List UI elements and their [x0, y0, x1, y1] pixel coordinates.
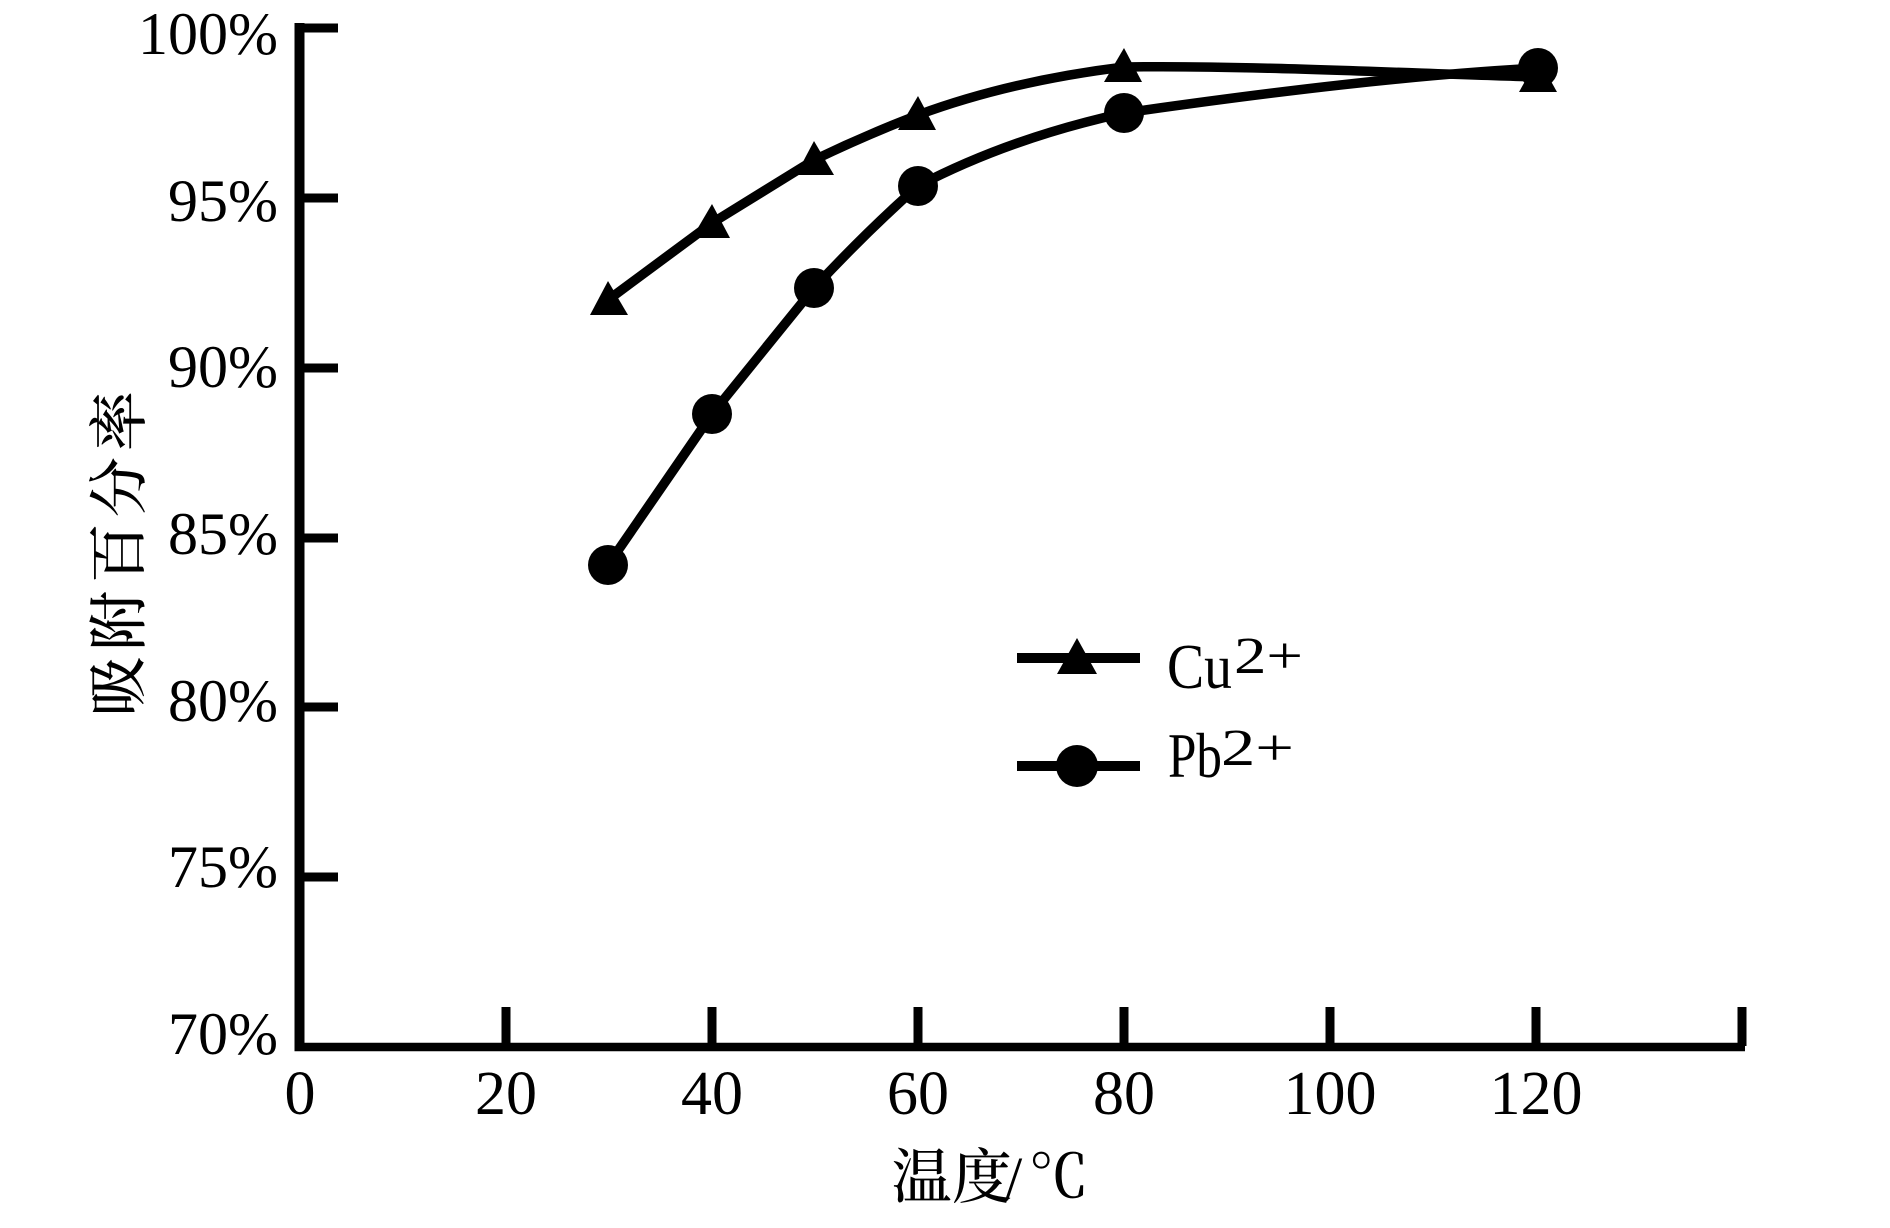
svg-text:75%: 75%	[168, 834, 278, 900]
svg-text:80: 80	[1093, 1060, 1155, 1128]
svg-text:2+: 2+	[1234, 628, 1303, 685]
svg-text:/: /	[1005, 1146, 1023, 1214]
svg-text:100: 100	[1284, 1060, 1377, 1128]
svg-text:60: 60	[887, 1060, 949, 1128]
svg-text:70%: 70%	[168, 1001, 278, 1067]
svg-text:40: 40	[681, 1060, 743, 1128]
svg-text:20: 20	[475, 1060, 537, 1128]
svg-text:100%: 100%	[138, 1, 278, 67]
svg-text:Pb: Pb	[1168, 721, 1222, 791]
svg-text:80%: 80%	[168, 668, 278, 734]
svg-text:Cu: Cu	[1167, 632, 1232, 702]
svg-text:90%: 90%	[168, 334, 278, 400]
svg-text:120: 120	[1490, 1060, 1583, 1128]
svg-text:0: 0	[285, 1060, 316, 1128]
svg-text:2+: 2+	[1221, 720, 1294, 777]
svg-text:95%: 95%	[168, 168, 278, 234]
svg-text:85%: 85%	[168, 501, 278, 567]
